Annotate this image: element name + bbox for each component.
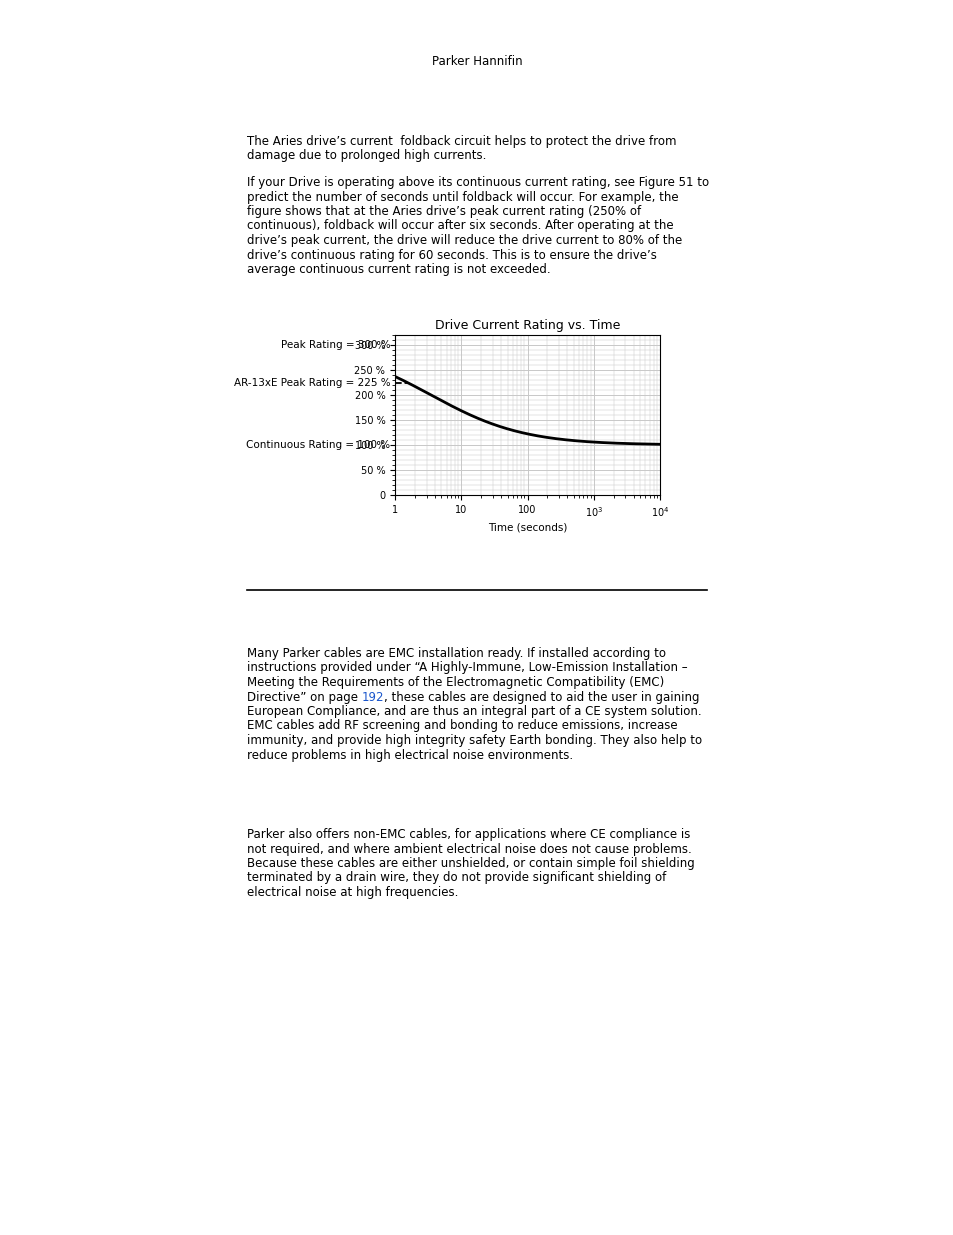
Text: Many Parker cables are EMC installation ready. If installed according to: Many Parker cables are EMC installation … [247,647,665,659]
Text: not required, and where ambient electrical noise does not cause problems.: not required, and where ambient electric… [247,842,691,856]
Text: , these cables are designed to aid the user in gaining: , these cables are designed to aid the u… [384,690,699,704]
Text: Peak Rating = 300 %: Peak Rating = 300 % [280,340,390,350]
Text: Continuous Rating = 100 %: Continuous Rating = 100 % [246,440,390,450]
Text: predict the number of seconds until foldback will occur. For example, the: predict the number of seconds until fold… [247,190,678,204]
Text: Parker Hannifin: Parker Hannifin [432,56,521,68]
Text: Parker also offers non-EMC cables, for applications where CE compliance is: Parker also offers non-EMC cables, for a… [247,827,690,841]
Text: EMC cables add RF screening and bonding to reduce emissions, increase: EMC cables add RF screening and bonding … [247,720,677,732]
Text: reduce problems in high electrical noise environments.: reduce problems in high electrical noise… [247,748,573,762]
Text: drive’s continuous rating for 60 seconds. This is to ensure the drive’s: drive’s continuous rating for 60 seconds… [247,248,657,262]
Text: Meeting the Requirements of the Electromagnetic Compatibility (EMC): Meeting the Requirements of the Electrom… [247,676,663,689]
Text: 192: 192 [361,690,384,704]
Text: damage due to prolonged high currents.: damage due to prolonged high currents. [247,149,486,163]
Text: AR-13xE Peak Rating = 225 %: AR-13xE Peak Rating = 225 % [233,378,390,388]
Text: immunity, and provide high integrity safety Earth bonding. They also help to: immunity, and provide high integrity saf… [247,734,701,747]
Text: terminated by a drain wire, they do not provide significant shielding of: terminated by a drain wire, they do not … [247,872,665,884]
Text: European Compliance, and are thus an integral part of a CE system solution.: European Compliance, and are thus an int… [247,705,700,718]
Text: instructions provided under “A Highly-Immune, Low-Emission Installation –: instructions provided under “A Highly-Im… [247,662,687,674]
Text: drive’s peak current, the drive will reduce the drive current to 80% of the: drive’s peak current, the drive will red… [247,233,681,247]
Text: Because these cables are either unshielded, or contain simple foil shielding: Because these cables are either unshield… [247,857,694,869]
Text: The Aries drive’s current  foldback circuit helps to protect the drive from: The Aries drive’s current foldback circu… [247,135,676,148]
Text: continuous), foldback will occur after six seconds. After operating at the: continuous), foldback will occur after s… [247,220,673,232]
Text: Directive” on page: Directive” on page [247,690,361,704]
Text: If your Drive is operating above its continuous current rating, see Figure 51 to: If your Drive is operating above its con… [247,177,708,189]
X-axis label: Time (seconds): Time (seconds) [487,522,567,532]
Text: electrical noise at high frequencies.: electrical noise at high frequencies. [247,885,457,899]
Title: Drive Current Rating vs. Time: Drive Current Rating vs. Time [435,320,619,332]
Text: figure shows that at the Aries drive’s peak current rating (250% of: figure shows that at the Aries drive’s p… [247,205,640,219]
Text: average continuous current rating is not exceeded.: average continuous current rating is not… [247,263,550,275]
